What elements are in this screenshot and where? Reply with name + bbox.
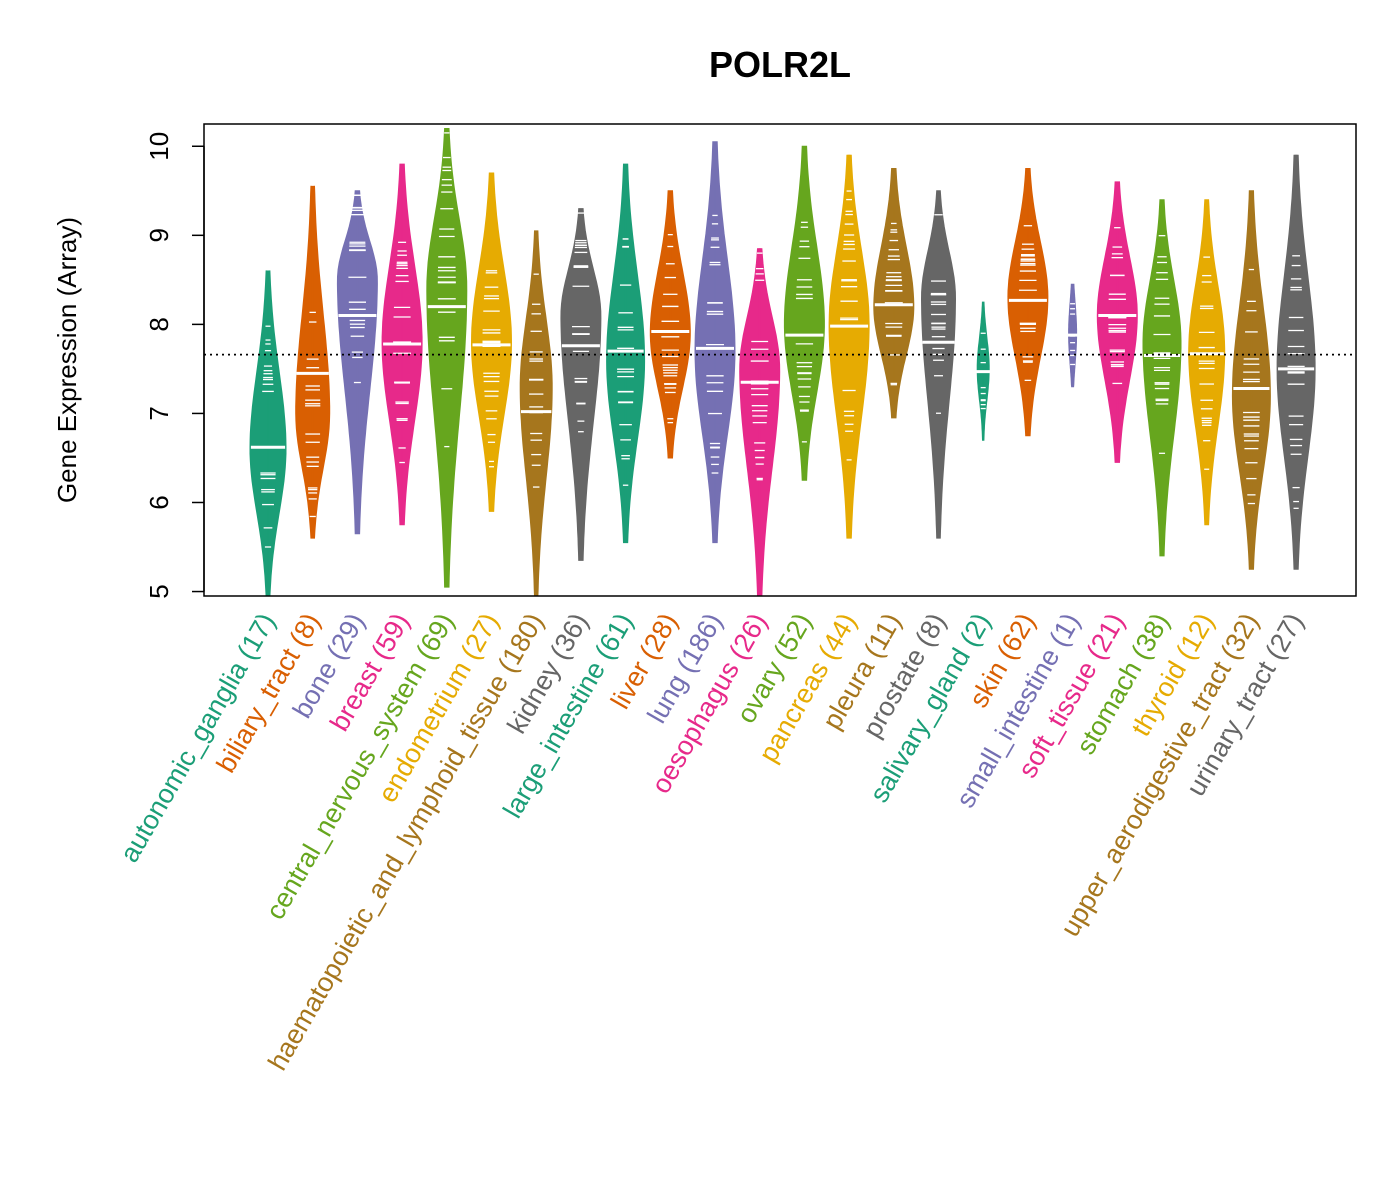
violin-liver [649,190,691,459]
y-tick-label: 5 [144,584,174,598]
y-tick-label: 8 [144,317,174,331]
violin-central_nervous_system [426,127,468,588]
violin-autonomic_ganglia [249,270,287,597]
violin-biliary_tract [295,185,331,539]
y-axis: 5 6 7 8 9 10 [144,132,205,599]
y-tick-label: 7 [144,406,174,420]
violin-upper_aerodigestive_tract [1231,190,1271,570]
violin-ovary [783,145,825,481]
violin-pleura [873,167,915,419]
plot-frame [203,123,1357,597]
violins [249,127,1316,597]
y-tick-label: 10 [144,132,174,161]
violin-salivary_gland [975,301,992,441]
violin-kidney [560,208,602,561]
violin-thyroid [1188,199,1226,526]
violin-pancreas [828,154,870,539]
y-tick-label: 6 [144,495,174,509]
violin-large_intestine [606,163,646,544]
violin-stomach [1142,199,1182,557]
violin-haematopoietic_and_lymphoid_tissue [519,230,553,597]
violin-breast [381,163,423,526]
violin-bone [336,190,378,535]
violin-oesophagus [739,248,781,597]
violin-urinary_tract [1276,154,1316,570]
y-tick-label: 9 [144,228,174,242]
y-axis-label: Gene Expression (Array) [52,217,82,503]
chart-title: POLR2L [709,44,851,85]
violin-small_intestine [1064,283,1081,388]
x-axis-labels: autonomic_ganglia (17)biliary_tract (8)b… [114,608,1309,1075]
violin-prostate [920,190,957,539]
violin-soft_tissue [1096,181,1138,463]
violin-endometrium [470,172,513,512]
violin-lung [694,141,736,544]
violin-skin [1007,167,1049,437]
